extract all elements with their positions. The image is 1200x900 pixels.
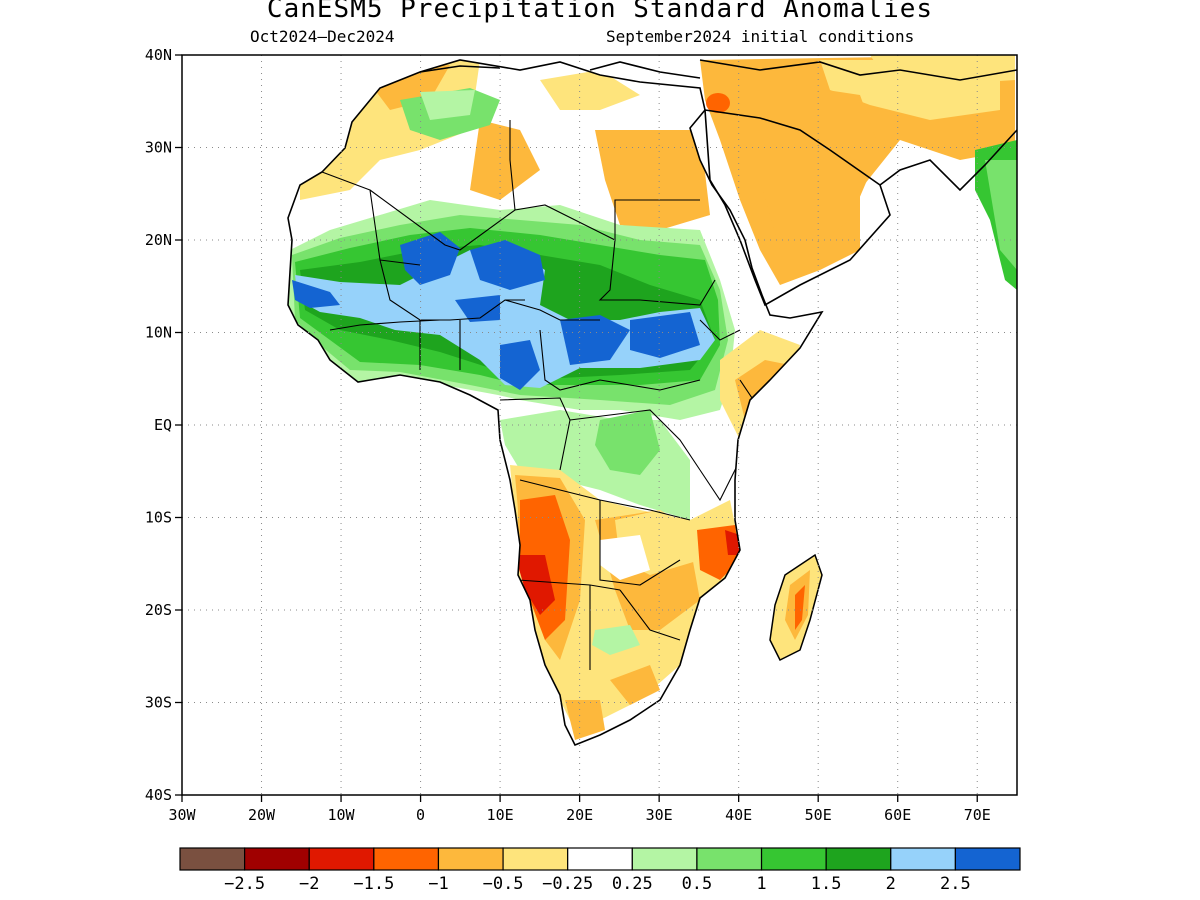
lat-label: EQ xyxy=(154,416,172,434)
colorbar-swatch xyxy=(179,847,246,871)
coastlines xyxy=(287,59,1017,747)
longitude-axis: 30W 20W 10W 0 10E 20E 30E 40E 50E 60E 70E xyxy=(168,795,991,824)
lon-label: 20W xyxy=(248,806,276,824)
colorbar-swatch xyxy=(308,847,375,871)
colorbar-label: −2 xyxy=(299,874,319,894)
lon-label: 40E xyxy=(725,806,752,824)
colorbar-swatch xyxy=(373,847,440,871)
colorbar-label: −0.25 xyxy=(542,874,593,894)
lat-label: 10N xyxy=(145,324,172,342)
colorbar-label: −2.5 xyxy=(224,874,265,894)
colorbar-label: 1 xyxy=(756,874,766,894)
madagascar-anomaly-core xyxy=(795,585,805,630)
lon-label: 30W xyxy=(168,806,196,824)
lon-label: 30E xyxy=(646,806,673,824)
lat-label: 20S xyxy=(145,601,172,619)
lon-label: 10E xyxy=(487,806,514,824)
colorbar-swatch xyxy=(760,847,827,871)
lat-label: 30S xyxy=(145,694,172,712)
colorbar-label: −0.5 xyxy=(483,874,524,894)
colorbar: −2.5 −2 −1.5 −1 −0.5 −0.25 0.25 0.5 1 1.5 2 2.5 xyxy=(179,847,1021,894)
colorbar-label: −1 xyxy=(428,874,448,894)
map-title: CanESM5 Precipitation Standard Anomalies xyxy=(266,0,934,24)
colorbar-swatch xyxy=(567,847,633,871)
lat-label: 20N xyxy=(145,231,172,249)
colorbar-swatch xyxy=(502,847,569,871)
colorbar-swatch xyxy=(954,847,1021,871)
colorbar-swatch xyxy=(890,847,956,871)
colorbar-label: −1.5 xyxy=(353,874,394,894)
colorbar-label: 0.25 xyxy=(612,874,653,894)
lon-label: 70E xyxy=(964,806,991,824)
lon-label: 50E xyxy=(805,806,832,824)
colorbar-swatch xyxy=(437,847,504,871)
colorbar-swatch xyxy=(825,847,892,871)
colorbar-label: 2 xyxy=(886,874,896,894)
colorbar-label: 0.5 xyxy=(682,874,713,894)
lat-label: 40N xyxy=(145,46,172,64)
lon-label: 10W xyxy=(328,806,356,824)
lon-label: 60E xyxy=(884,806,911,824)
colorbar-label: 2.5 xyxy=(940,874,971,894)
colorbar-swatch xyxy=(696,847,763,871)
lon-label: 0 xyxy=(416,806,425,824)
initial-conditions: September2024 initial conditions xyxy=(606,27,915,46)
colorbar-swatch xyxy=(244,847,310,871)
lon-label: 20E xyxy=(566,806,593,824)
forecast-period: Oct2024–Dec2024 xyxy=(250,27,395,46)
lat-label: 30N xyxy=(145,139,172,157)
lat-label: 10S xyxy=(145,509,172,527)
lat-label: 40S xyxy=(145,786,172,804)
latitude-axis: 40N 30N 20N 10N EQ 10S 20S 30S 40S xyxy=(145,46,182,804)
colorbar-swatch xyxy=(631,847,698,871)
colorbar-label: 1.5 xyxy=(811,874,842,894)
